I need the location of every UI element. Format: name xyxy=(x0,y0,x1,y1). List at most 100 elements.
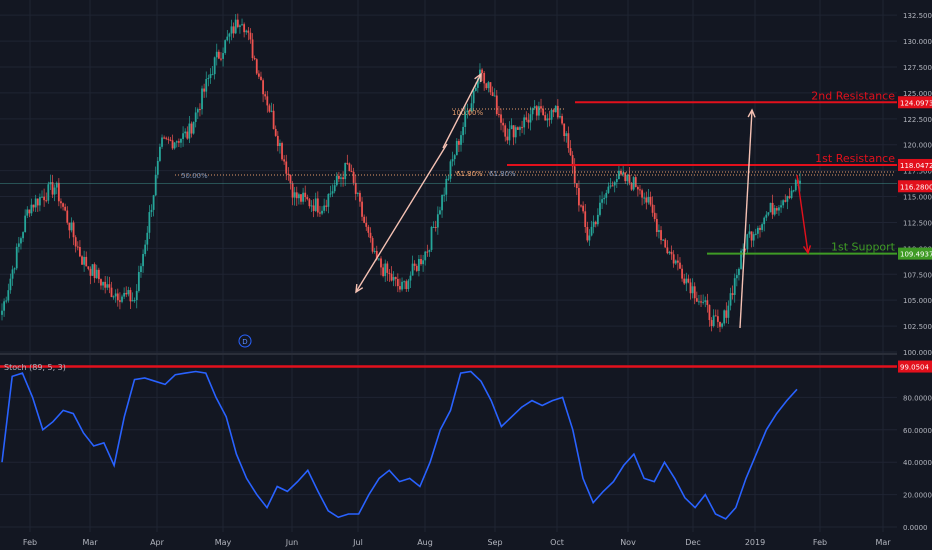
candle-body xyxy=(297,194,300,199)
fib-label: 61.80% xyxy=(489,170,516,178)
candle-body xyxy=(605,192,608,198)
candle-body xyxy=(405,281,408,290)
candle-body xyxy=(470,103,473,112)
candle-body xyxy=(367,226,370,233)
candle-body xyxy=(504,125,507,137)
level-label: 1st Support xyxy=(831,241,896,254)
candle-body xyxy=(180,138,182,143)
price-tick: 115.0000 xyxy=(903,194,932,202)
candle-body xyxy=(350,171,353,173)
candle-body xyxy=(516,127,519,130)
candle-body xyxy=(79,247,81,257)
candle-body xyxy=(316,198,319,213)
candle-body xyxy=(205,78,208,92)
candle-body xyxy=(228,33,231,37)
level-label: 2nd Resistance xyxy=(811,89,895,102)
candle-body xyxy=(129,290,132,302)
candle-body xyxy=(156,160,159,175)
candle-body xyxy=(773,208,776,215)
candle-body xyxy=(445,178,448,195)
candle-body xyxy=(491,92,494,96)
candle-body xyxy=(222,53,224,59)
price-badge xyxy=(898,96,932,109)
candle-body xyxy=(190,123,193,134)
time-tick: Feb xyxy=(23,538,37,547)
candle-body xyxy=(276,135,279,147)
dividend-marker[interactable] xyxy=(238,334,252,348)
candle-body xyxy=(655,218,658,232)
candle-body xyxy=(744,249,747,251)
candle-body xyxy=(369,232,372,239)
candle-body xyxy=(112,296,115,298)
candle-body xyxy=(127,290,130,295)
time-tick: Feb xyxy=(813,538,827,547)
candle-body xyxy=(622,172,625,175)
candle-body xyxy=(775,208,778,211)
candle-body xyxy=(714,315,717,317)
candle-body xyxy=(62,203,64,207)
candle-body xyxy=(3,301,6,311)
candle-body xyxy=(41,196,43,198)
candle-body xyxy=(582,205,585,212)
candle-body xyxy=(5,300,8,302)
candle-body xyxy=(184,131,187,134)
candle-body xyxy=(47,184,50,201)
candle-body xyxy=(165,137,168,139)
candle-body xyxy=(535,106,538,116)
candle-body xyxy=(268,105,271,112)
candle-body xyxy=(674,260,677,264)
candle-body xyxy=(567,133,570,149)
candle-body xyxy=(769,202,772,213)
candle-body xyxy=(771,202,774,215)
candle-body xyxy=(97,269,100,280)
candle-body xyxy=(552,109,555,113)
candle-body xyxy=(546,118,549,121)
stoch-tick: 40.0000 xyxy=(903,459,932,467)
candle-body xyxy=(348,163,351,172)
candle-body xyxy=(1,310,3,315)
candle-body xyxy=(706,300,709,306)
candle-body xyxy=(38,197,41,206)
candle-body xyxy=(510,125,513,129)
candle-body xyxy=(226,36,229,41)
dividend-marker-label: D xyxy=(242,338,247,346)
candle-body xyxy=(352,171,355,183)
candle-body xyxy=(668,251,671,254)
candle-body xyxy=(651,204,654,213)
candle-body xyxy=(710,320,713,327)
candle-body xyxy=(17,243,20,247)
arrow-down-left-shaft xyxy=(355,143,448,293)
candle-body xyxy=(721,323,723,327)
candle-body xyxy=(26,209,29,216)
fib-label: 50.00% xyxy=(181,172,208,180)
candle-body xyxy=(152,195,155,210)
candle-body xyxy=(329,193,332,195)
candle-body xyxy=(565,133,568,137)
candle-body xyxy=(53,187,56,195)
candle-body xyxy=(626,175,629,182)
candle-body xyxy=(458,141,460,145)
arrow-up-right-shaft xyxy=(442,73,482,149)
candle-body xyxy=(177,141,180,143)
candle-body xyxy=(83,256,86,265)
candle-body xyxy=(712,315,715,327)
candle-body xyxy=(319,212,321,214)
candle-body xyxy=(203,88,206,92)
candle-body xyxy=(32,204,35,208)
candle-body xyxy=(396,278,399,287)
candle-body xyxy=(756,227,759,234)
candle-body xyxy=(121,296,123,302)
candle-body xyxy=(161,137,163,147)
arrow-up-shaft xyxy=(739,109,753,329)
candle-body xyxy=(664,239,667,248)
candle-body xyxy=(424,251,427,261)
candle-body xyxy=(763,217,766,225)
candle-body xyxy=(790,190,793,198)
candle-body xyxy=(523,117,526,128)
candle-body xyxy=(603,197,606,200)
candle-body xyxy=(495,95,498,115)
candle-body xyxy=(377,258,380,260)
candle-body xyxy=(489,82,492,93)
candle-body xyxy=(224,40,227,54)
candle-body xyxy=(460,135,462,145)
